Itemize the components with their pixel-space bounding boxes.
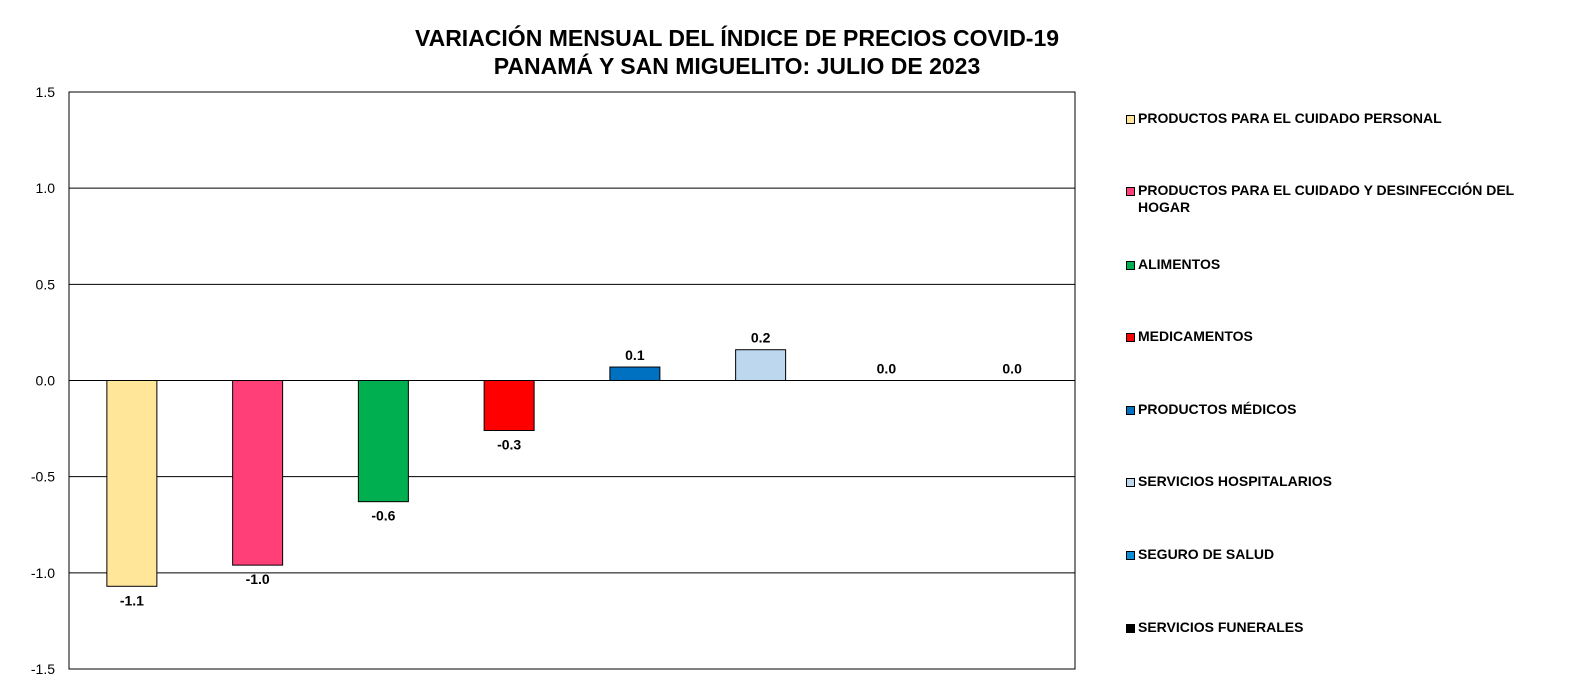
legend-swatch [1126,115,1135,124]
data-label-6: 0.2 [751,330,771,346]
data-label-5: 0.1 [625,347,645,363]
legend-label: SERVICIOS HOSPITALARIOS [1138,473,1332,489]
data-label-7: 0.0 [877,361,897,377]
legend-label: ALIMENTOS [1138,256,1221,272]
legend-swatch [1126,478,1135,487]
legend-swatch [1126,406,1135,415]
legend-item-7: SEGURO DE SALUD [1126,546,1556,563]
chart-title-line-2: PANAMÁ Y SAN MIGUELITO: JULIO DE 2023 [493,53,981,79]
y-tick-label: 0.5 [36,276,56,292]
bar-6 [735,349,787,381]
data-labels: -1.1 -1.0 -0.6 -0.3 0.1 0.2 0.0 0.0 [120,330,1022,609]
data-label-1: -1.1 [120,592,144,608]
y-tick-label: -1.0 [31,565,55,581]
bar-1 [106,380,158,587]
legend-label: PRODUCTOS MÉDICOS [1138,401,1297,417]
y-axis-ticks: 1.5 1.0 0.5 0.0 -0.5 -1.0 -1.5 [31,84,55,677]
legend-label: SEGURO DE SALUD [1138,546,1275,562]
legend-item-3: ALIMENTOS [1126,256,1556,273]
legend-swatch [1126,624,1135,633]
data-label-8: 0.0 [1002,361,1022,377]
bar-2 [232,380,284,566]
legend-swatch [1126,261,1135,270]
legend-swatch [1126,187,1135,196]
legend-label: MEDICAMENTOS [1138,328,1253,344]
legend-item-6: SERVICIOS HOSPITALARIOS [1126,473,1556,490]
legend-item-4: MEDICAMENTOS [1126,328,1556,345]
legend: PRODUCTOS PARA EL CUIDADO PERSONAL PRODUC… [1126,0,1566,700]
legend-label: PRODUCTOS PARA EL CUIDADO Y DESINFECCIÓN… [1138,182,1514,215]
y-tick-label: 1.0 [36,180,56,196]
legend-item-2: PRODUCTOS PARA EL CUIDADO Y DESINFECCIÓN… [1126,182,1556,216]
legend-label: SERVICIOS FUNERALES [1138,619,1304,635]
y-tick-label: 1.5 [36,84,56,100]
legend-label: PRODUCTOS PARA EL CUIDADO PERSONAL [1138,110,1442,126]
legend-item-5: PRODUCTOS MÉDICOS [1126,401,1556,418]
data-label-2: -1.0 [246,571,270,587]
y-tick-label: -0.5 [31,469,55,485]
y-tick-label: -1.5 [31,661,55,677]
data-label-3: -0.6 [371,508,395,524]
legend-swatch [1126,551,1135,560]
y-tick-label: 0.0 [36,373,56,389]
legend-item-1: PRODUCTOS PARA EL CUIDADO PERSONAL [1126,110,1556,127]
bar-5 [609,366,661,381]
bar-3 [357,380,409,503]
bar-4 [483,380,535,432]
chart-title: VARIACIÓN MENSUAL DEL ÍNDICE DE PRECIOS … [0,24,1474,80]
legend-swatch [1126,333,1135,342]
legend-item-8: SERVICIOS FUNERALES [1126,619,1556,636]
plot-area-frame [68,91,1076,670]
bars [69,349,1075,587]
chart-title-line-1: VARIACIÓN MENSUAL DEL ÍNDICE DE PRECIOS … [414,25,1060,51]
bar-chart: 1.5 1.0 0.5 0.0 -0.5 -1.0 -1.5 -1.1 -1.0 -0.6 -0.… [31,84,1076,677]
data-label-4: -0.3 [497,437,521,453]
